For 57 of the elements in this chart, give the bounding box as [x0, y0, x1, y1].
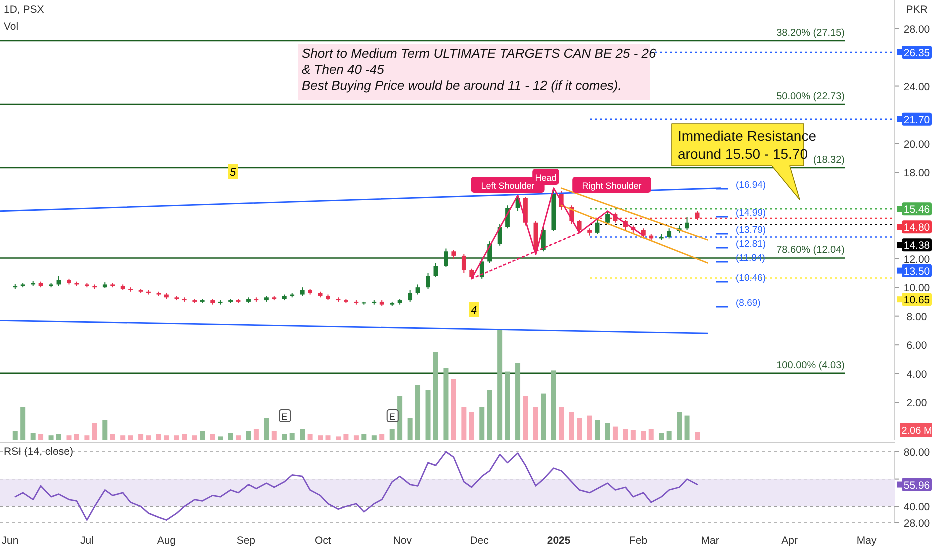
- legend-label: 14.80: [904, 222, 930, 234]
- x-tick-label: May: [856, 535, 878, 547]
- chart-title: Vol: [4, 21, 19, 33]
- text: 55.96: [904, 480, 930, 492]
- x-tick-label: Aug: [157, 535, 176, 547]
- annotation: E: [389, 412, 396, 422]
- y-tick-label: 28.00: [904, 518, 930, 530]
- y-tick-label: 28.00: [904, 24, 930, 36]
- annotation: Head: [535, 173, 557, 183]
- y-tick-label: 12.00: [904, 254, 930, 266]
- y-tick-label: 2.00: [906, 398, 928, 410]
- y-tick-label: 6.00: [906, 340, 928, 352]
- annotation: 4: [470, 305, 478, 317]
- annotation: Left Shoulder: [481, 181, 535, 191]
- x-tick-label: Mar: [701, 535, 720, 547]
- x-tick-label: Oct: [314, 535, 332, 547]
- chart-title: 1D, PSX: [4, 4, 44, 16]
- annotation: Right Shoulder: [582, 181, 642, 191]
- annotation: (10.46): [736, 273, 766, 284]
- x-tick-label: Feb: [630, 535, 648, 547]
- annotation: (12.81): [736, 239, 766, 250]
- text: 2.06 M: [902, 426, 932, 437]
- annotation: (8.69): [736, 298, 761, 309]
- y-tick-label: 10.00: [904, 282, 930, 295]
- ref-line-label: (18.32): [813, 154, 845, 166]
- ref-line-label: 21.70: [904, 114, 930, 126]
- x-tick-label: Apr: [782, 535, 799, 547]
- ref-line-label: 78.60% (12.04): [776, 245, 845, 256]
- y-tick-label: 80.00: [904, 447, 930, 459]
- annotation: Short to Medium Term ULTIMATE TARGETS CAN BE 25 - 26 & Then 40 -45 Best Buying Price would be around 11 - 12 (if it comes).: [302, 46, 657, 93]
- x-tick-label: 2025: [547, 535, 571, 547]
- ref-line-label: 15.46: [904, 204, 930, 216]
- x-tick-label: Dec: [470, 535, 489, 547]
- annotation: (13.79): [736, 225, 766, 236]
- annotation: (14.99): [736, 208, 766, 219]
- y-tick-label: 8.00: [906, 311, 928, 324]
- annotation: 5: [230, 167, 237, 179]
- legend-label: 10.65: [904, 294, 930, 307]
- ref-line-label: 26.35: [904, 47, 930, 60]
- legend-label: 13.50: [904, 266, 930, 278]
- x-tick-label: Nov: [393, 535, 413, 547]
- ref-line-label: 38.20% (27.15): [776, 28, 845, 39]
- ref-line-label: 100.00% (4.03): [776, 360, 845, 372]
- annotation: (16.94): [736, 180, 766, 191]
- legend-label: 14.38: [904, 240, 930, 252]
- x-tick-label: Jul: [80, 535, 94, 547]
- annotation: E: [282, 412, 288, 422]
- x-tick-label: Sep: [236, 535, 256, 547]
- y-tick-label: 40.00: [904, 502, 930, 514]
- chart-title: RSI (14, close): [4, 446, 74, 458]
- y-tick-label: 24.00: [904, 81, 930, 94]
- y-tick-label: 4.00: [906, 368, 928, 381]
- y-tick-label: 18.00: [904, 168, 930, 180]
- y-tick-label: 20.00: [904, 138, 930, 151]
- ref-line-label: 50.00% (22.73): [776, 92, 845, 103]
- y-axis-title: PKR: [906, 4, 928, 16]
- x-tick-label: Jun: [2, 535, 19, 547]
